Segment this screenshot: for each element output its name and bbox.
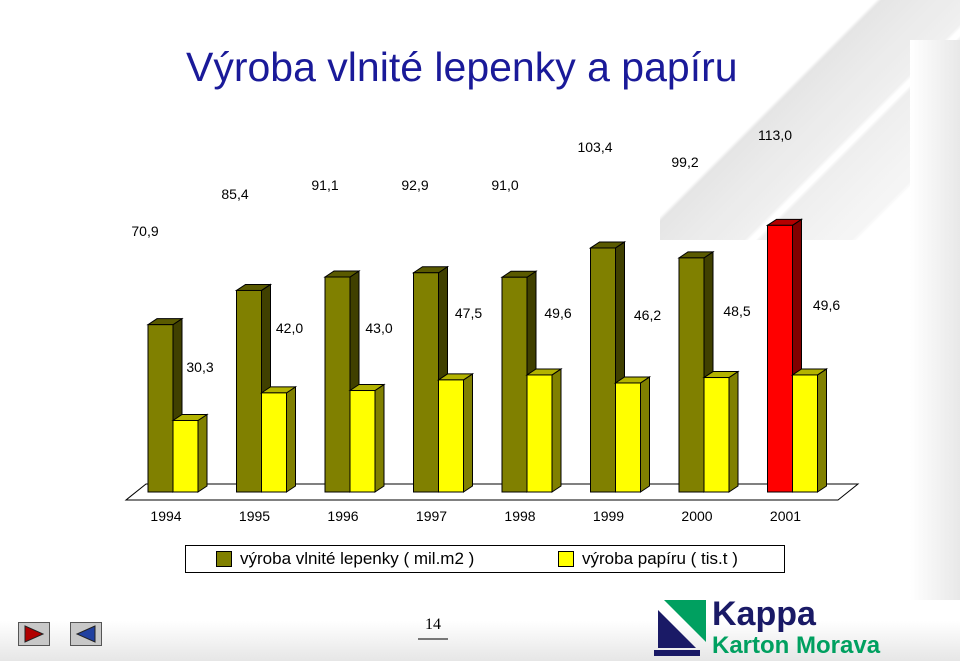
- company-logo: Kappa Karton Morava: [650, 595, 920, 659]
- bar-series2-2000: [703, 377, 730, 493]
- logo-text-kappa: Kappa: [712, 595, 816, 633]
- legend-item-series1: výroba vlnité lepenky ( mil.m2 ): [216, 549, 474, 569]
- previous-slide-button[interactable]: [70, 622, 102, 646]
- bottom-edge-decoration: [0, 621, 960, 661]
- play-left-icon: [75, 625, 96, 643]
- bar-series2-1999-side: [640, 376, 650, 493]
- legend-swatch-series1: [216, 551, 232, 567]
- bar-series2-2001-side: [817, 368, 827, 493]
- bar-series1-1998: [501, 276, 528, 493]
- page-number: 14: [418, 612, 448, 640]
- data-label-series1-1996: 91,1: [311, 177, 338, 193]
- bar-series2-1994: [172, 419, 199, 493]
- x-tick-label-1994: 1994: [150, 508, 181, 524]
- logo-text-karton-morava: Karton Morava: [712, 632, 881, 659]
- next-slide-button[interactable]: [18, 622, 50, 646]
- bar-series2-2001: [792, 374, 818, 493]
- x-tick-label-2001: 2001: [770, 508, 801, 524]
- data-label-series2-1999: 46,2: [634, 307, 661, 323]
- x-tick-label-1998: 1998: [504, 508, 535, 524]
- data-label-series1-1999: 103,4: [577, 139, 612, 155]
- bar-series2-1997-side: [463, 372, 473, 493]
- data-label-series2-1995: 42,0: [276, 320, 303, 336]
- bar-series2-1996: [349, 390, 376, 493]
- data-label-series2-1994: 30,3: [186, 359, 213, 375]
- chart-floor: [124, 483, 860, 501]
- right-edge-decoration: [910, 40, 960, 600]
- data-label-series1-1995: 85,4: [221, 186, 248, 202]
- slide-title: Výroba vlnité lepenky a papíru: [186, 44, 738, 90]
- bar-series2-1995: [261, 392, 287, 493]
- x-tick-label-1997: 1997: [416, 508, 447, 524]
- bar-series1-2000: [678, 257, 705, 493]
- bar-series2-2000-side: [728, 370, 739, 493]
- data-label-series1-2001: 113,0: [758, 127, 792, 143]
- bar-series1-1995: [236, 289, 262, 493]
- data-label-series1-1994: 70,9: [131, 223, 158, 239]
- x-tick-label-1999: 1999: [593, 508, 624, 524]
- bar-series2-1998-side: [551, 368, 562, 493]
- bar-series2-1996-side: [374, 383, 385, 493]
- legend-label-series2: výroba papíru ( tis.t ): [582, 549, 738, 568]
- data-label-series2-1998: 49,6: [544, 305, 571, 321]
- x-tick-label-1996: 1996: [327, 508, 358, 524]
- data-label-series2-2000: 48,5: [723, 303, 750, 319]
- data-label-series1-1997: 92,9: [401, 177, 428, 193]
- x-tick-label-1995: 1995: [239, 508, 270, 524]
- legend-swatch-series2: [558, 551, 574, 567]
- bar-series2-1998: [526, 374, 553, 493]
- bar-chart: 70,9 30,3 1994 85,4 42,0 1995 91,1 43,0 1996 92,9…: [124, 127, 860, 524]
- chart-legend: výroba vlnité lepenky ( mil.m2 ) výroba …: [185, 545, 785, 573]
- data-label-series1-2000: 99,2: [671, 154, 698, 170]
- bar-series1-1994: [147, 324, 174, 493]
- x-tick-label-2000: 2000: [681, 508, 712, 524]
- bar-series2-1997: [438, 379, 464, 493]
- bar-series1-1997: [413, 272, 439, 493]
- bar-series2-1999: [615, 382, 641, 493]
- bar-series1-2001: [767, 224, 793, 493]
- legend-label-series1: výroba vlnité lepenky ( mil.m2 ): [240, 549, 475, 568]
- data-label-series2-1997: 47,5: [455, 305, 482, 321]
- play-right-icon: [24, 625, 45, 643]
- bar-series1-1999: [590, 247, 616, 493]
- bar-series2-1994-side: [197, 413, 208, 493]
- legend-item-series2: výroba papíru ( tis.t ): [558, 549, 738, 569]
- data-label-series2-1996: 43,0: [365, 320, 392, 336]
- kappa-logo-mark-icon: [654, 600, 706, 656]
- data-label-series2-2001: 49,6: [813, 297, 840, 313]
- bar-series2-1995-side: [286, 385, 296, 493]
- data-label-series1-1998: 91,0: [491, 177, 518, 193]
- bar-series1-1996: [324, 276, 351, 493]
